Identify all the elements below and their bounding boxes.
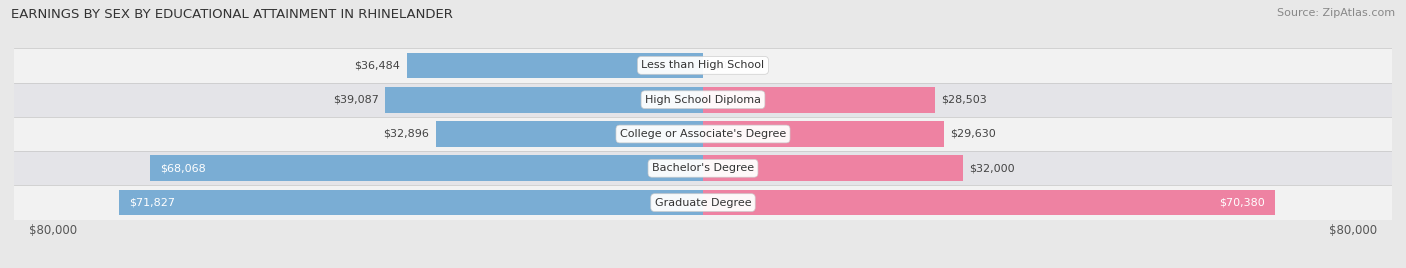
Text: Graduate Degree: Graduate Degree (655, 198, 751, 208)
Text: $28,503: $28,503 (941, 95, 987, 105)
Text: High School Diploma: High School Diploma (645, 95, 761, 105)
Bar (120, 190, 703, 215)
Bar (150, 155, 703, 181)
Bar (703, 87, 935, 113)
Bar (385, 87, 703, 113)
Bar (703, 155, 963, 181)
Text: $0: $0 (713, 60, 727, 70)
Bar (14, 185, 1392, 220)
Bar (436, 121, 703, 147)
Text: EARNINGS BY SEX BY EDUCATIONAL ATTAINMENT IN RHINELANDER: EARNINGS BY SEX BY EDUCATIONAL ATTAINMEN… (11, 8, 453, 21)
Text: $32,896: $32,896 (384, 129, 429, 139)
Bar (14, 151, 1392, 185)
Bar (14, 83, 1392, 117)
Text: College or Associate's Degree: College or Associate's Degree (620, 129, 786, 139)
Text: Source: ZipAtlas.com: Source: ZipAtlas.com (1277, 8, 1395, 18)
Text: Bachelor's Degree: Bachelor's Degree (652, 163, 754, 173)
Bar (14, 117, 1392, 151)
Bar (14, 48, 1392, 83)
Bar (703, 121, 943, 147)
Text: $29,630: $29,630 (950, 129, 995, 139)
Text: $36,484: $36,484 (354, 60, 401, 70)
Text: $39,087: $39,087 (333, 95, 380, 105)
Text: $70,380: $70,380 (1219, 198, 1265, 208)
Text: Less than High School: Less than High School (641, 60, 765, 70)
Text: $68,068: $68,068 (160, 163, 205, 173)
Bar (703, 190, 1275, 215)
Text: $71,827: $71,827 (129, 198, 176, 208)
Text: $32,000: $32,000 (970, 163, 1015, 173)
Bar (406, 53, 703, 78)
